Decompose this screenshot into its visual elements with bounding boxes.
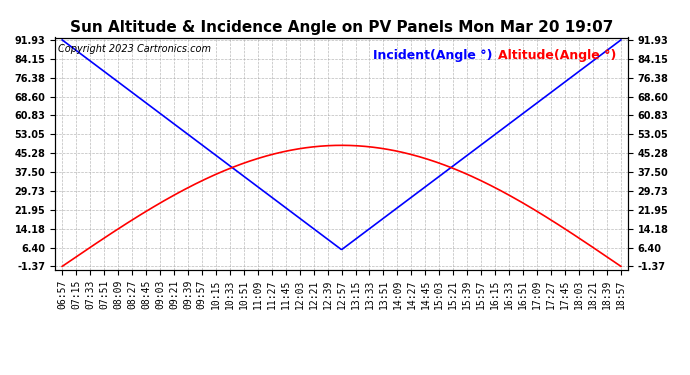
Text: Copyright 2023 Cartronics.com: Copyright 2023 Cartronics.com bbox=[58, 45, 211, 54]
Legend: Incident(Angle °), Altitude(Angle °): Incident(Angle °), Altitude(Angle °) bbox=[368, 44, 622, 67]
Title: Sun Altitude & Incidence Angle on PV Panels Mon Mar 20 19:07: Sun Altitude & Incidence Angle on PV Pan… bbox=[70, 20, 613, 35]
